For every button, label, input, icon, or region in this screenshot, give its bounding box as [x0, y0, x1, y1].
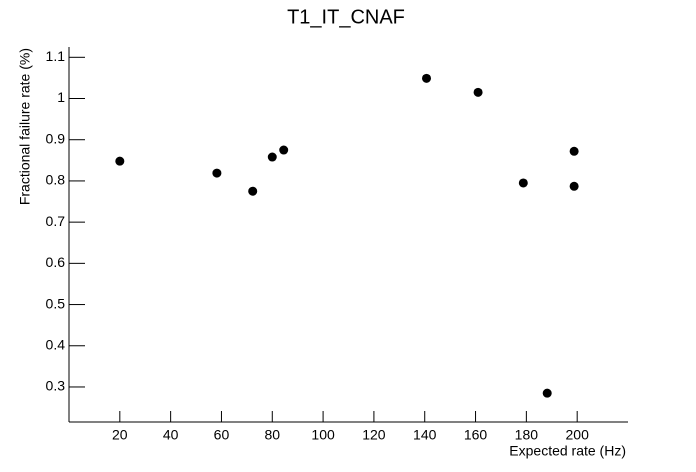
y-tick-label: 0.9: [46, 130, 66, 146]
x-tick-label: 60: [214, 427, 230, 443]
point: [569, 181, 579, 191]
point: [542, 388, 552, 398]
point: [473, 87, 483, 97]
point: [212, 168, 222, 178]
y-tick-label: 1: [57, 89, 65, 105]
point: [569, 146, 579, 156]
point: [279, 145, 289, 155]
x-tick-label: 180: [515, 427, 539, 443]
y-axis-title: Fractional failure rate (%): [17, 48, 33, 205]
x-axis-title: Expected rate (Hz): [509, 443, 626, 459]
point: [115, 156, 125, 166]
x-tick-label: 100: [311, 427, 335, 443]
y-tick-label: 0.8: [46, 172, 66, 188]
point: [248, 186, 258, 196]
x-tick-label: 120: [362, 427, 386, 443]
point: [518, 178, 528, 188]
x-tick-label: 140: [413, 427, 437, 443]
point: [422, 73, 432, 83]
y-tick-label: 0.6: [46, 254, 66, 270]
x-tick-label: 80: [264, 427, 280, 443]
x-tick-label: 160: [464, 427, 488, 443]
y-tick-label: 0.7: [46, 213, 66, 229]
chart-title: T1_IT_CNAF: [287, 6, 405, 28]
y-tick-label: 1.1: [46, 48, 66, 64]
x-tick-label: 40: [163, 427, 179, 443]
y-tick-label: 0.5: [46, 295, 66, 311]
point: [267, 152, 277, 162]
x-tick-label: 200: [566, 427, 590, 443]
x-tick-label: 20: [112, 427, 128, 443]
y-tick-label: 0.4: [46, 336, 66, 352]
y-tick-label: 0.3: [46, 378, 66, 394]
